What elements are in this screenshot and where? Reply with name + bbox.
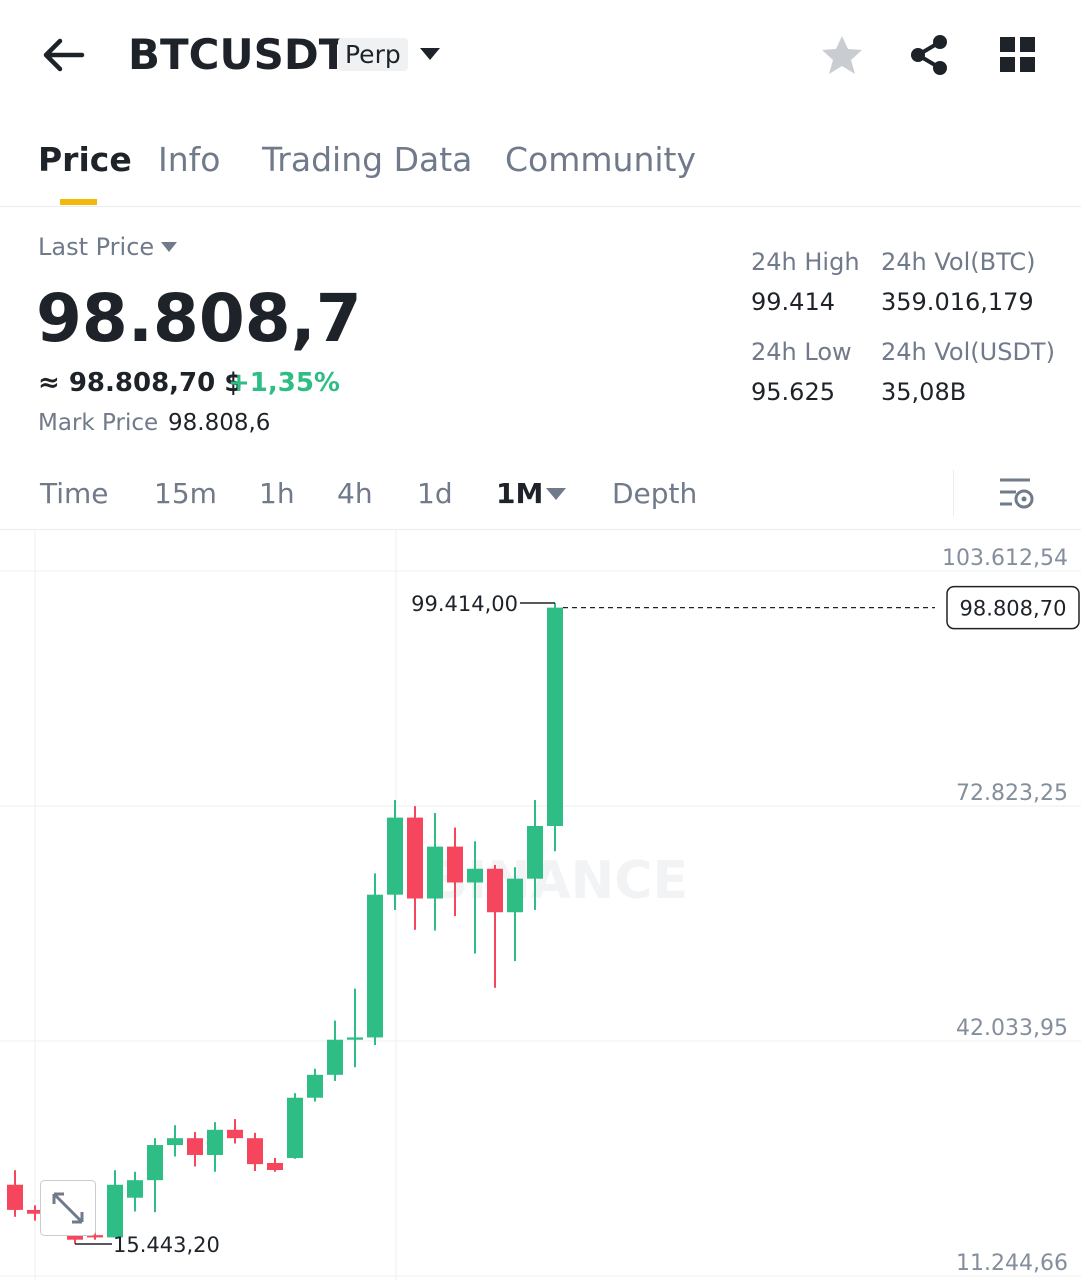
timeframe[interactable]: Time [40,477,109,510]
y-tick-label: 103.612,54 [942,546,1068,571]
stat-value: 99.414 [751,288,835,316]
candle-body [187,1138,203,1155]
last-price-label[interactable]: Last Price [38,233,155,261]
y-tick-label: 11.244,66 [956,1251,1068,1276]
tab[interactable]: Info [158,140,221,179]
last-price-label: 98.808,70 [960,597,1067,621]
candle-body [147,1145,163,1181]
timeframe[interactable]: 4h [337,477,373,510]
timeframe[interactable]: 15m [154,477,217,510]
expand-button[interactable] [40,1180,96,1236]
y-tick-label: 72.823,25 [956,781,1068,806]
candle-body [167,1138,183,1146]
timeframe[interactable]: 1d [417,477,453,510]
divider [0,529,1081,530]
candle-body [427,846,443,899]
chart: BINANCE 103.612,5472.823,2542.033,9511.2… [0,530,1081,1280]
candle-body [207,1129,223,1155]
candle-body [367,894,383,1038]
high-marker-label: 99.414,00 [411,592,518,616]
mark-price-label: Mark Price [38,410,159,436]
candle-body [327,1039,343,1075]
candle-body [247,1138,263,1165]
candle-body [307,1074,323,1098]
timeframe[interactable]: Depth [612,477,698,510]
stat-label: 24h Vol(BTC) [881,248,1036,276]
last-price: 98.808,7 [36,280,362,357]
tab-indicator [60,199,97,205]
divider [0,206,1081,207]
back-button[interactable] [40,36,86,74]
candle-body [447,846,463,883]
dropdown-icon [161,242,177,252]
candle-body [287,1097,303,1159]
stat-value: 359.016,179 [881,288,1034,316]
share-icon[interactable] [908,34,950,76]
mark-price: 98.808,6 [168,410,271,436]
stat-label: 24h Low [751,338,852,366]
candle-body [467,868,483,883]
settings-icon[interactable] [998,477,1034,511]
dropdown-icon[interactable] [418,46,442,62]
price-change: +1,35% [228,368,340,398]
candle-body [107,1184,123,1238]
tab[interactable]: Price [38,140,132,179]
low-marker-label: 15.443,20 [113,1233,220,1257]
symbol[interactable]: BTCUSDT [128,30,348,79]
candle-body [507,878,523,913]
candle-body [387,817,403,895]
candle-body [27,1209,43,1214]
candle-body [67,1235,83,1240]
stat-value: 95.625 [751,378,835,406]
timeframe[interactable]: 1M [496,477,544,510]
dropdown-icon [546,488,566,500]
stat-label: 24h Vol(USDT) [881,338,1055,366]
stat-label: 24h High [751,248,860,276]
approx-price: ≈ 98.808,70 $ [38,368,243,398]
last-price-box [946,585,1080,630]
menu-icon[interactable] [1000,37,1036,73]
timeframe[interactable]: 1h [259,477,295,510]
tab[interactable]: Community [505,140,696,179]
candle-body [227,1129,243,1139]
candle-body [407,817,423,899]
candle-body [487,868,503,913]
candle-body [347,1037,363,1040]
tab[interactable]: Trading Data [262,140,473,179]
favorite-icon[interactable] [820,34,864,76]
candle-body [547,607,563,827]
y-tick-label: 42.033,95 [956,1016,1068,1041]
candle-body [127,1180,143,1198]
badge: Perp [338,38,408,71]
stat-value: 35,08B [881,378,967,406]
candle-body [527,826,543,879]
candle-body [267,1162,283,1171]
candle-body [7,1184,23,1210]
candle-body [87,1235,103,1238]
divider [953,470,954,516]
